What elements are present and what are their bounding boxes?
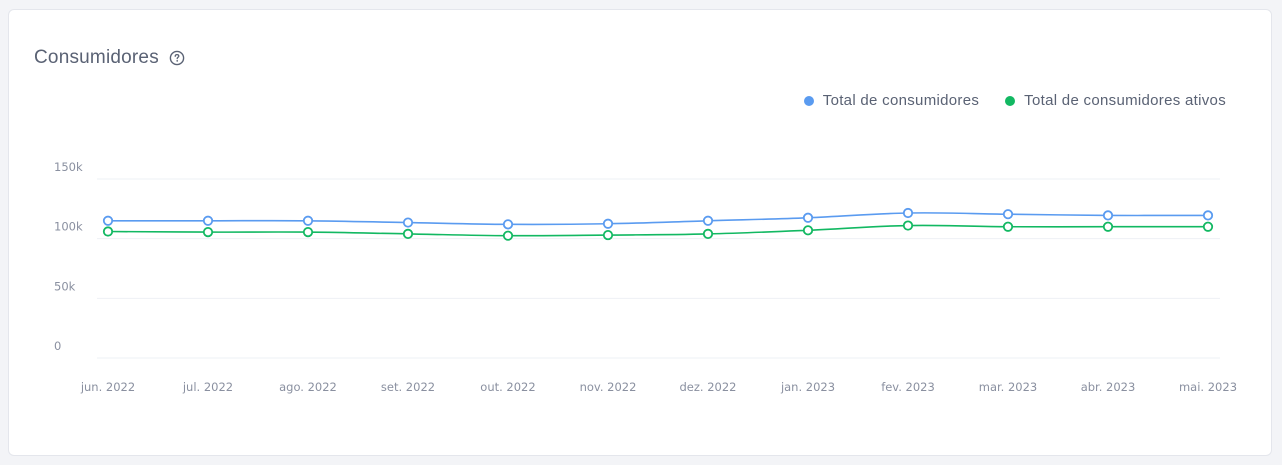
card-header: Consumidores (34, 47, 185, 69)
data-point-total[interactable] (302, 215, 314, 226)
series-line-total (108, 212, 1209, 226)
data-point-active[interactable] (1002, 221, 1014, 232)
y-tick-label: 0 (54, 339, 61, 353)
x-tick-label: mar. 2023 (979, 380, 1038, 394)
y-tick-label: 100k (54, 220, 83, 234)
data-point-total[interactable] (702, 215, 714, 226)
data-point-active[interactable] (402, 228, 414, 239)
data-point-total[interactable] (202, 215, 214, 226)
legend-label-total: Total de consumidores (822, 92, 980, 109)
data-point-active[interactable] (902, 220, 914, 231)
x-tick-label: set. 2022 (381, 380, 435, 394)
data-point-active[interactable] (302, 227, 314, 238)
data-point-total[interactable] (602, 218, 614, 229)
data-point-active[interactable] (102, 226, 114, 237)
data-point-active[interactable] (202, 227, 214, 238)
data-point-active[interactable] (802, 225, 814, 236)
x-tick-label: jun. 2022 (80, 380, 135, 394)
data-point-active[interactable] (602, 229, 614, 241)
data-point-total[interactable] (1002, 209, 1014, 220)
x-tick-label: jul. 2022 (182, 380, 233, 394)
x-tick-label: fev. 2023 (881, 380, 935, 394)
x-tick-label: dez. 2022 (680, 380, 737, 394)
x-tick-label: out. 2022 (480, 380, 535, 394)
data-point-total[interactable] (802, 212, 814, 223)
x-tick-label: ago. 2022 (279, 380, 337, 394)
y-tick-label: 150k (54, 160, 83, 174)
x-tick-label: abr. 2023 (1081, 380, 1136, 394)
data-point-total[interactable] (1102, 210, 1114, 221)
legend-dot-total (803, 95, 814, 106)
data-point-active[interactable] (1102, 221, 1114, 232)
x-tick-label: nov. 2022 (580, 380, 637, 394)
data-point-active[interactable] (1202, 221, 1214, 232)
legend-dot-active (1005, 95, 1016, 106)
data-point-active[interactable] (502, 230, 514, 241)
data-point-total[interactable] (102, 215, 114, 226)
data-point-total[interactable] (902, 207, 914, 219)
data-point-active[interactable] (702, 228, 714, 239)
legend-item-total[interactable]: Total de consumidores (803, 92, 980, 109)
data-point-total[interactable] (502, 219, 514, 230)
x-tick-label: mai. 2023 (1179, 380, 1237, 394)
chart-legend: Total de consumidores Total de consumido… (778, 92, 1226, 109)
series-line-active (107, 224, 1208, 237)
y-tick-label: 50k (54, 279, 76, 293)
x-tick-label: jan. 2023 (780, 380, 835, 394)
data-point-total[interactable] (1202, 210, 1214, 221)
legend-item-active[interactable]: Total de consumidores ativos (1005, 92, 1226, 109)
data-point-total[interactable] (402, 217, 414, 228)
card-title: Consumidores (34, 47, 159, 68)
help-circle-icon[interactable] (169, 50, 185, 66)
legend-label-active: Total de consumidores ativos (1024, 92, 1226, 109)
